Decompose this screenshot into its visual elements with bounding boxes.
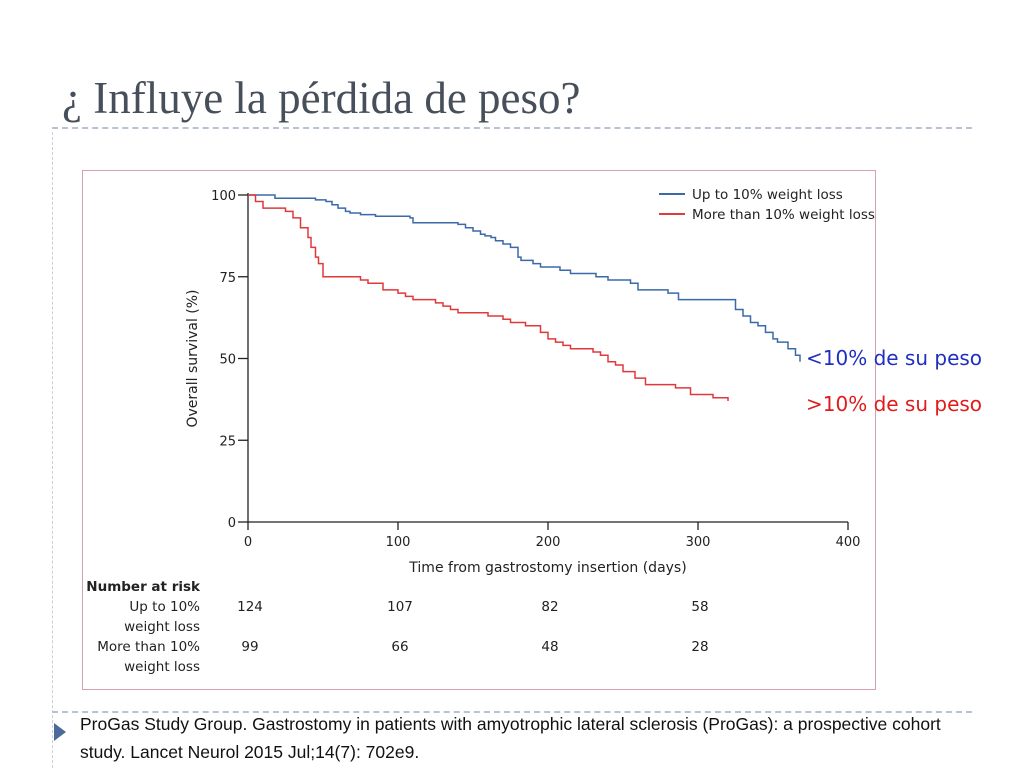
citation-text: ProGas Study Group. Gastrostomy in patie… (80, 714, 941, 762)
vertical-divider (52, 132, 53, 768)
y-axis-label: Overall survival (%) (185, 289, 201, 427)
y-tick-label: 100 (211, 189, 236, 204)
figure-frame (82, 170, 876, 690)
x-tick-label: 100 (386, 535, 411, 550)
risk-count: 82 (541, 599, 558, 615)
chart-legend: Up to 10% weight loss More than 10% weigh… (659, 187, 875, 223)
risk-count: 66 (391, 639, 408, 655)
risk-count: 58 (691, 599, 708, 615)
series-line-2 (248, 194, 729, 402)
y-tick-label: 75 (219, 271, 236, 286)
legend-entry: More than 10% weight loss (692, 207, 875, 223)
y-tick-label: 25 (219, 434, 236, 449)
chart-series (248, 194, 801, 402)
chart-annotations: <10% de su peso >10% de su peso (806, 346, 982, 416)
x-axis-label: Time from gastrostomy insertion (days) (408, 560, 686, 576)
y-tick-label: 0 (228, 516, 236, 531)
risk-count: 99 (241, 639, 258, 655)
risk-row-label: Up to 10% (129, 599, 200, 615)
risk-count: 124 (237, 599, 263, 615)
slide-title: ¿ Influye la pérdida de peso? (62, 73, 581, 123)
x-tick-label: 200 (536, 535, 561, 550)
chart-axes: 0 25 50 75 100 0 100 200 300 400 Time from gastros… (185, 189, 860, 576)
title-divider (52, 127, 972, 129)
risk-table: Number at risk Up to 10% weight loss 124 107… (86, 579, 708, 675)
bottom-divider (52, 711, 972, 713)
y-tick-label: 50 (219, 353, 236, 368)
x-tick-label: 300 (686, 535, 711, 550)
risk-row-label: More than 10% (97, 639, 200, 655)
risk-table-title: Number at risk (86, 579, 201, 595)
series-line-1 (248, 194, 801, 362)
x-tick-label: 0 (244, 535, 252, 550)
risk-count: 48 (541, 639, 558, 655)
risk-row-label: weight loss (124, 619, 200, 635)
risk-count: 28 (691, 639, 708, 655)
risk-row-label: weight loss (124, 659, 200, 675)
legend-entry: Up to 10% weight loss (692, 187, 843, 203)
risk-count: 107 (387, 599, 413, 615)
annotation-label: <10% de su peso (806, 346, 982, 370)
x-tick-label: 400 (836, 535, 861, 550)
annotation-label: >10% de su peso (806, 392, 982, 416)
bullet-triangle-icon (54, 723, 66, 741)
